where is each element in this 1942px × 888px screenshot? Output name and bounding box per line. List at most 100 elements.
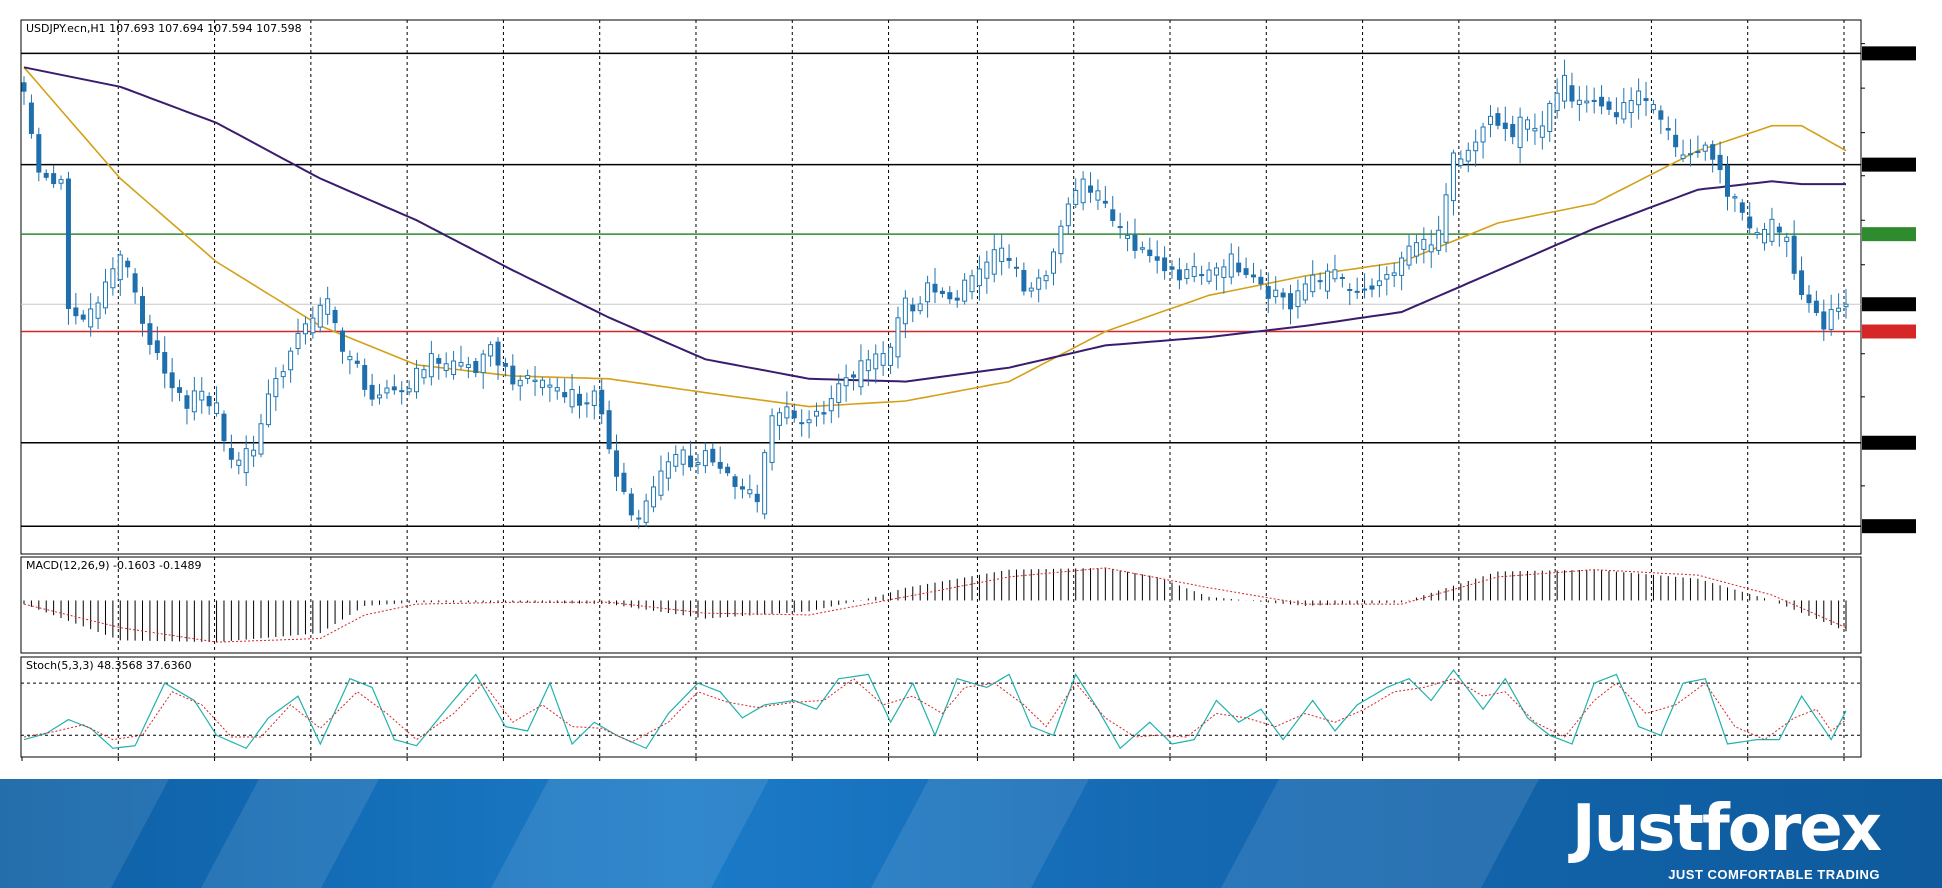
- candle-body: [1199, 274, 1205, 277]
- candle-body: [836, 383, 842, 403]
- candle-body: [1369, 285, 1375, 290]
- candle-body: [606, 410, 612, 450]
- candle-body: [102, 281, 108, 309]
- candle-body: [984, 261, 990, 279]
- candle-body: [791, 410, 797, 419]
- candle-body: [695, 462, 701, 465]
- candle-body: [1628, 100, 1634, 113]
- candle-body: [362, 365, 368, 390]
- candle-body: [1236, 262, 1242, 273]
- candle-body: [1613, 112, 1619, 118]
- candle-body: [95, 302, 101, 319]
- candle-body: [1754, 232, 1760, 235]
- candle-body: [1332, 269, 1338, 280]
- macd-pane: MACD(12,26,9) -0.1603 -0.1489: [20, 556, 1862, 654]
- candle-body: [1317, 280, 1323, 283]
- candle-body: [1776, 226, 1782, 233]
- candle-body: [1673, 134, 1679, 148]
- candle-body: [132, 273, 138, 293]
- candle-body: [1554, 92, 1560, 112]
- candle-body: [725, 466, 731, 474]
- candle-body: [265, 393, 271, 426]
- candle-body: [80, 314, 86, 320]
- candle-body: [614, 450, 620, 477]
- candle-body: [1806, 294, 1812, 304]
- level-label-box: [1862, 324, 1916, 339]
- candle-body: [354, 360, 360, 364]
- candle-body: [480, 353, 486, 374]
- candle-body: [1221, 266, 1227, 278]
- candle-body: [1821, 311, 1827, 330]
- candle-body: [51, 173, 57, 185]
- candle-body: [747, 489, 753, 495]
- candle-body: [443, 363, 449, 371]
- candle-body: [739, 486, 745, 490]
- candle-body: [1487, 115, 1493, 125]
- candle-body: [1058, 225, 1064, 255]
- candle-body: [925, 282, 931, 303]
- candle-body: [806, 419, 812, 424]
- candle-body: [1502, 122, 1508, 129]
- candle-body: [813, 410, 819, 417]
- price-pane: USDJPY.ecn,H1 107.693 107.694 107.594 10…: [20, 19, 1916, 757]
- candle-body: [1413, 242, 1419, 257]
- candle-body: [1132, 234, 1138, 251]
- candle-body: [465, 364, 471, 368]
- candle-body: [584, 402, 590, 405]
- trading-chart: USDJPY.ecn,H1 107.693 107.694 107.594 10…: [20, 19, 1916, 761]
- candle-body: [888, 346, 894, 366]
- candle-body: [680, 449, 686, 465]
- candle-body: [1265, 286, 1271, 299]
- candle-body: [799, 422, 805, 425]
- candle-body: [1717, 154, 1723, 171]
- candle-body: [873, 353, 879, 370]
- candle-body: [539, 379, 545, 389]
- candle-body: [821, 412, 827, 415]
- candle-body: [117, 254, 123, 281]
- candle-body: [895, 317, 901, 358]
- candle-body: [1576, 99, 1582, 106]
- candle-body: [228, 448, 234, 460]
- candle-body: [554, 387, 560, 392]
- candle-body: [1036, 277, 1042, 290]
- candle-body: [377, 394, 383, 399]
- candle-body: [525, 375, 531, 380]
- candle-body: [710, 448, 716, 463]
- candle-body: [1117, 226, 1123, 229]
- candle-body: [1450, 152, 1456, 202]
- candle-body: [243, 448, 249, 474]
- candle-body: [1828, 309, 1834, 330]
- candle-body: [688, 455, 694, 468]
- level-label-box: [1862, 157, 1916, 172]
- candle-body: [1391, 272, 1397, 276]
- candle-body: [110, 268, 116, 289]
- candle-body: [665, 461, 671, 479]
- candle-body: [1473, 141, 1479, 152]
- candle-body: [576, 393, 582, 406]
- candle-body: [976, 268, 982, 287]
- candle-body: [1080, 178, 1086, 204]
- stoch-signal-line: [23, 678, 1847, 743]
- candle-body: [1213, 267, 1219, 276]
- moving-average-fast: [23, 66, 1847, 408]
- candle-body: [865, 359, 871, 372]
- candle-body: [1376, 280, 1382, 287]
- candle-body: [140, 296, 146, 324]
- candle-body: [399, 390, 405, 393]
- candle-body: [502, 362, 508, 367]
- candle-body: [1665, 128, 1671, 131]
- candle-body: [206, 395, 212, 407]
- candle-body: [1562, 74, 1568, 102]
- candle-body: [954, 297, 960, 301]
- candle-body: [643, 500, 649, 523]
- candle-body: [591, 390, 597, 406]
- candle-body: [532, 379, 538, 382]
- candle-body: [258, 423, 264, 455]
- candle-body: [673, 453, 679, 467]
- candle-body: [36, 134, 42, 173]
- candle-body: [421, 369, 427, 379]
- candle-body: [702, 450, 708, 467]
- candle-body: [621, 472, 627, 492]
- candle-body: [828, 398, 834, 412]
- candle-body: [1458, 158, 1464, 166]
